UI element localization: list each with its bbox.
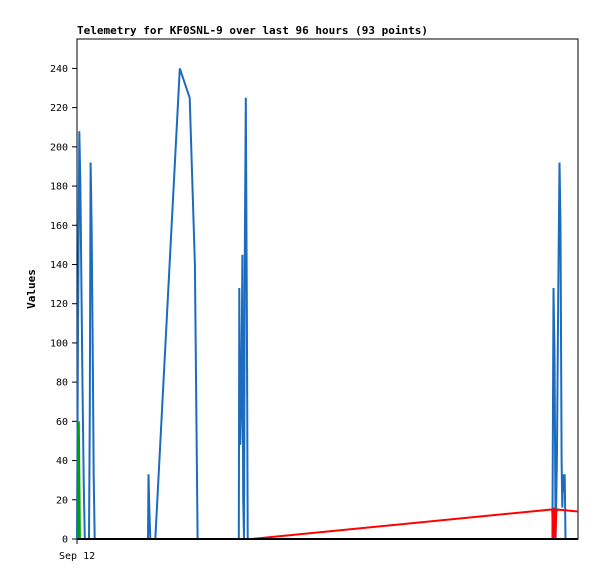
y-tick-label: 20 (56, 495, 68, 506)
series-line-1 (76, 68, 567, 540)
plot-border (76, 38, 579, 540)
series-line-2 (77, 507, 579, 540)
y-tick-label: 180 (50, 182, 68, 193)
y-tick-label: 60 (56, 417, 68, 428)
y-axis-ticks: 0 20 40 60 80 100 120 140 160 180 200 220 240 (50, 64, 77, 546)
y-tick-label: 160 (50, 221, 68, 232)
series-line-3 (77, 421, 578, 540)
y-tick-label: 0 (62, 535, 68, 546)
y-tick-label: 220 (50, 103, 68, 114)
series-layer (76, 68, 579, 540)
y-tick-label: 80 (56, 378, 68, 389)
y-axis-label: Values (25, 269, 38, 309)
y-tick-label: 120 (50, 299, 68, 310)
y-tick-label: 200 (50, 142, 68, 153)
x-tick-label: Sep 12 (59, 551, 95, 562)
y-tick-label: 240 (50, 64, 68, 75)
y-tick-label: 140 (50, 260, 68, 271)
plot-area (76, 38, 579, 540)
chart-title: Telemetry for KF0SNL-9 over last 96 hour… (77, 24, 428, 37)
y-tick-label: 100 (50, 338, 68, 349)
y-tick-label: 40 (56, 456, 68, 467)
